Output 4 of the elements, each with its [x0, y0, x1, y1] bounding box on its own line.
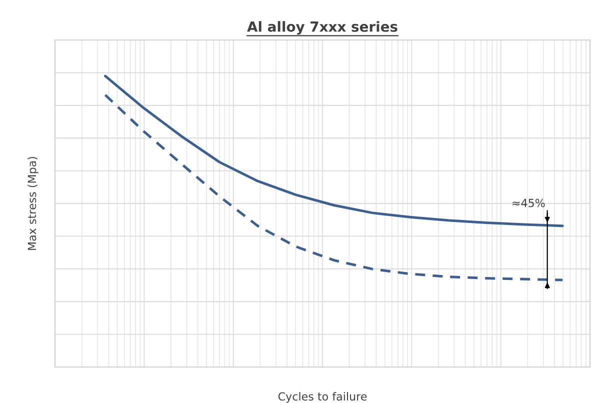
chart-title: Al alloy 7xxx series [247, 21, 398, 35]
x-axis-title: Cycles to failure [278, 392, 367, 403]
y-axis-title: Max stress (Mpa) [28, 156, 38, 250]
annotation: ≈45% [512, 198, 545, 208]
